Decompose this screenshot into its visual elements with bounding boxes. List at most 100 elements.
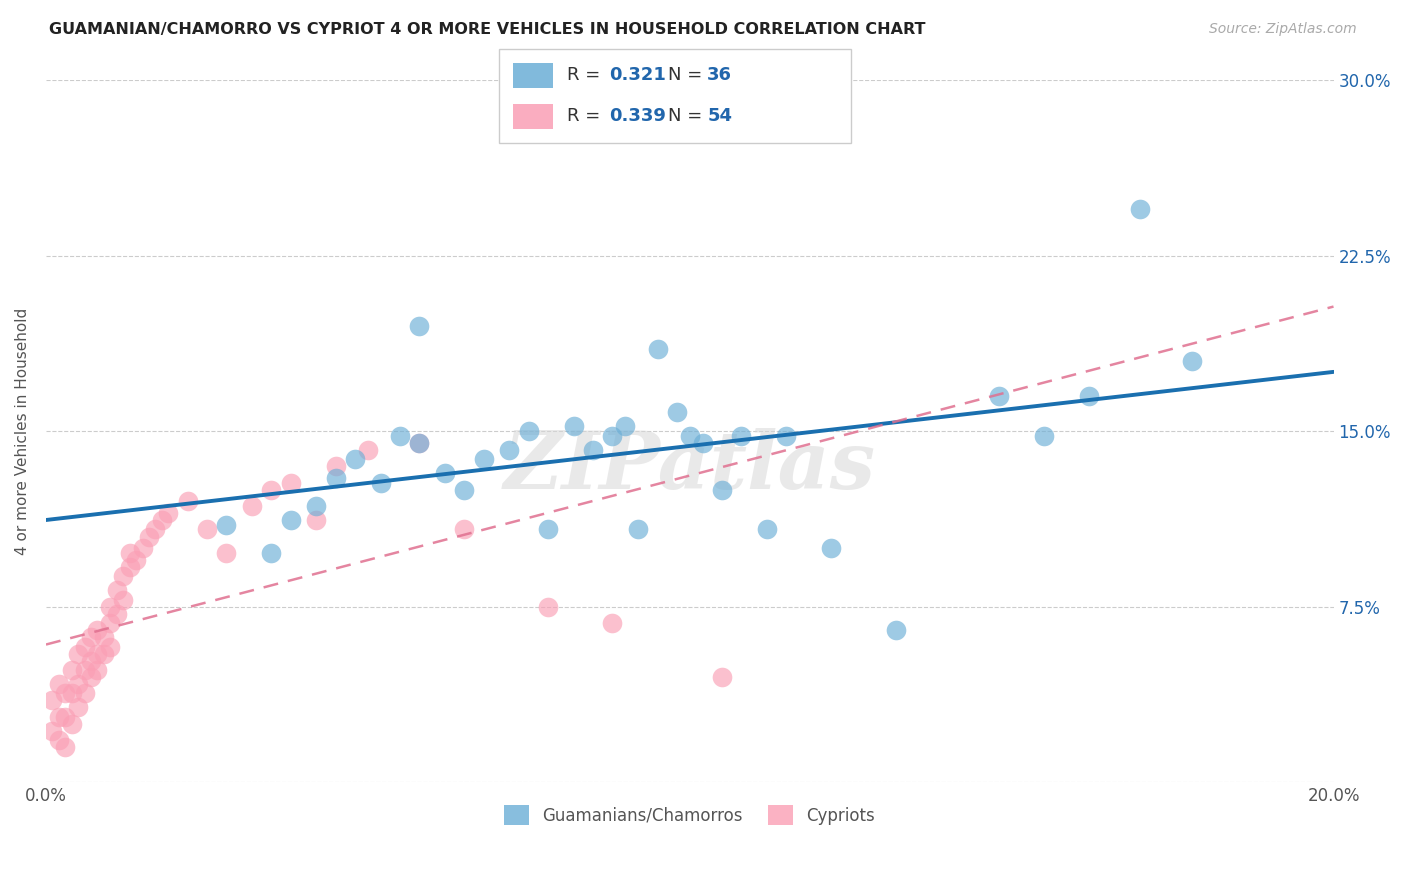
Point bbox=[60, 663, 83, 677]
Text: R =: R = bbox=[567, 66, 606, 84]
Point bbox=[679, 429, 702, 443]
Text: GUAMANIAN/CHAMORRO VS CYPRIOT 4 OR MORE VEHICLES IN HOUSEHOLD CORRELATION CHART: GUAMANIAN/CHAMORRO VS CYPRIOT 4 OR MORE … bbox=[49, 22, 925, 37]
Point bbox=[647, 343, 669, 357]
Text: ZIPatlas: ZIPatlas bbox=[503, 427, 876, 505]
Point bbox=[408, 435, 430, 450]
Point bbox=[48, 677, 70, 691]
Point bbox=[602, 616, 624, 631]
Point bbox=[86, 623, 108, 637]
Point bbox=[41, 723, 63, 738]
Point bbox=[105, 583, 128, 598]
Point bbox=[60, 686, 83, 700]
Point bbox=[602, 429, 624, 443]
Point bbox=[67, 677, 90, 691]
Point bbox=[357, 442, 380, 457]
Point bbox=[118, 546, 141, 560]
Point bbox=[150, 513, 173, 527]
Point bbox=[820, 541, 842, 556]
Point bbox=[48, 710, 70, 724]
Point bbox=[756, 523, 779, 537]
Text: 54: 54 bbox=[707, 108, 733, 126]
Point bbox=[280, 513, 302, 527]
Point bbox=[86, 647, 108, 661]
Point bbox=[730, 429, 752, 443]
Point bbox=[145, 523, 167, 537]
Point bbox=[125, 553, 148, 567]
Point bbox=[370, 475, 392, 490]
Point bbox=[80, 654, 103, 668]
Point bbox=[627, 523, 650, 537]
Point bbox=[112, 592, 135, 607]
Point bbox=[215, 546, 238, 560]
Point bbox=[884, 623, 907, 637]
Point bbox=[614, 419, 637, 434]
Point bbox=[453, 523, 475, 537]
Point bbox=[98, 616, 121, 631]
Text: 0.321: 0.321 bbox=[609, 66, 665, 84]
Point bbox=[80, 630, 103, 644]
Point bbox=[305, 513, 328, 527]
Point bbox=[60, 716, 83, 731]
Point bbox=[67, 647, 90, 661]
Point bbox=[325, 459, 347, 474]
Point bbox=[86, 663, 108, 677]
Text: Source: ZipAtlas.com: Source: ZipAtlas.com bbox=[1209, 22, 1357, 37]
Point bbox=[582, 442, 605, 457]
Point bbox=[73, 686, 96, 700]
Point bbox=[112, 569, 135, 583]
Point bbox=[105, 607, 128, 621]
Point bbox=[195, 523, 218, 537]
Point bbox=[260, 483, 283, 497]
Point bbox=[131, 541, 153, 556]
Point bbox=[775, 429, 797, 443]
Point bbox=[710, 670, 733, 684]
Point bbox=[118, 560, 141, 574]
Text: R =: R = bbox=[567, 108, 606, 126]
Point bbox=[472, 452, 495, 467]
Point bbox=[176, 494, 198, 508]
Point bbox=[138, 529, 160, 543]
Point bbox=[434, 467, 457, 481]
Point bbox=[73, 640, 96, 654]
Y-axis label: 4 or more Vehicles in Household: 4 or more Vehicles in Household bbox=[15, 308, 30, 555]
Point bbox=[260, 546, 283, 560]
Point bbox=[517, 424, 540, 438]
Text: 0.339: 0.339 bbox=[609, 108, 665, 126]
Point bbox=[93, 630, 115, 644]
Point bbox=[41, 693, 63, 707]
Point bbox=[537, 599, 560, 614]
Legend: Guamanians/Chamorros, Cypriots: Guamanians/Chamorros, Cypriots bbox=[496, 797, 883, 834]
Point bbox=[1129, 202, 1152, 216]
Text: N =: N = bbox=[668, 108, 707, 126]
Point bbox=[325, 471, 347, 485]
Point bbox=[408, 435, 430, 450]
Point bbox=[53, 686, 76, 700]
Point bbox=[215, 517, 238, 532]
Point bbox=[67, 700, 90, 714]
Point bbox=[73, 663, 96, 677]
Point bbox=[453, 483, 475, 497]
Point bbox=[53, 740, 76, 755]
Text: 36: 36 bbox=[707, 66, 733, 84]
Point bbox=[80, 670, 103, 684]
Point bbox=[280, 475, 302, 490]
Point bbox=[710, 483, 733, 497]
Text: N =: N = bbox=[668, 66, 707, 84]
Point bbox=[157, 506, 180, 520]
Point bbox=[665, 405, 688, 419]
Point bbox=[987, 389, 1010, 403]
Point bbox=[537, 523, 560, 537]
Point bbox=[389, 429, 412, 443]
Point bbox=[93, 647, 115, 661]
Point bbox=[498, 442, 520, 457]
Point bbox=[562, 419, 585, 434]
Point bbox=[98, 599, 121, 614]
Point bbox=[1032, 429, 1054, 443]
Point bbox=[408, 318, 430, 333]
Point bbox=[305, 499, 328, 513]
Point bbox=[53, 710, 76, 724]
Point bbox=[692, 435, 714, 450]
Point bbox=[1077, 389, 1099, 403]
Point bbox=[98, 640, 121, 654]
Point bbox=[240, 499, 263, 513]
